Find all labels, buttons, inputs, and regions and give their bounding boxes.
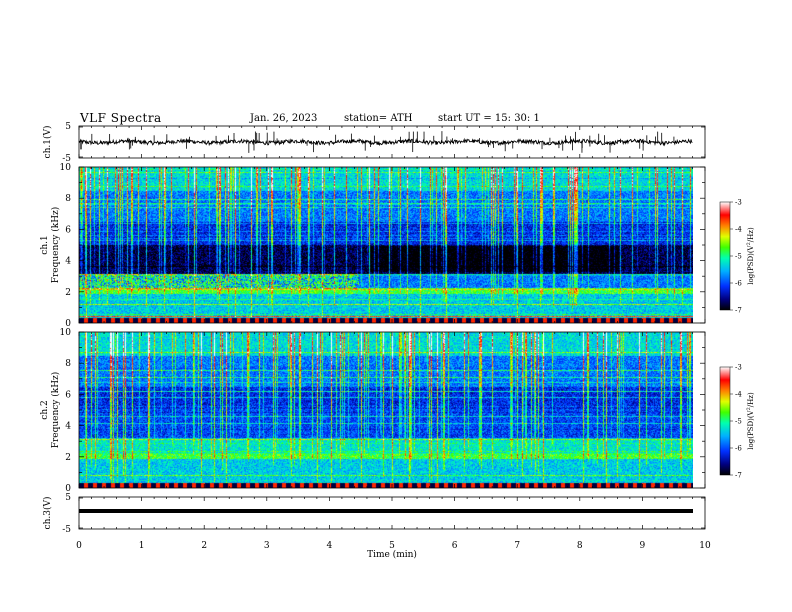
header-station: station= ATH [344,113,413,124]
ch2-colorbar-ticks: -3 -4 -5 -6 -7 [730,364,742,480]
x-tick-label-4: 4 [327,541,333,551]
header-start-time: start UT = 15: 30: 1 [438,113,540,124]
ch1-freq-tick-0: 0 [65,319,71,329]
ch2-freq-tick-4: 4 [65,422,71,432]
ch2-freq-tick-0: 0 [65,484,71,494]
ch1-spectrogram-ylabel-channel: ch.1 [40,235,50,254]
ch2-freq-tick-6: 6 [65,390,71,400]
colorbar-tick--5: -5 [735,253,742,261]
x-tick-label-10: 10 [699,541,711,551]
ch3-volt-tick-top: 5 [65,493,71,503]
x-tick-label-3: 3 [264,541,270,551]
ch1-colorbar-label: log(PSD)(V2/Hz) [746,227,755,285]
ch2-spectrogram-ylabel-channel: ch.2 [40,400,50,419]
colorbar-tick--7: -7 [735,307,742,315]
ch2-spectrogram-image [79,332,693,488]
ch2-spectrogram-ylabel-frequency: Frequency (kHz) [50,372,61,449]
header-date: Jan. 26, 2023 [250,113,318,124]
ch1-waveform-ylabel: ch.1(V) [42,126,53,159]
ch2-freq-tick-10: 10 [60,328,72,338]
colorbar-tick--7: -7 [735,472,742,480]
x-tick-label-5: 5 [389,541,395,551]
chart-title: VLF Spectra [80,111,162,125]
colorbar-tick--3: -3 [735,364,742,372]
ch2-colorbar: -3 -4 -5 -6 -7 log(PSD)(V2/Hz) [719,364,755,480]
ch2-colorbar-label: log(PSD)(V2/Hz) [746,392,755,450]
x-tick-label-9: 9 [640,541,646,551]
axis-ticks [78,126,706,529]
x-tick-label-8: 8 [577,541,583,551]
ch1-freq-tick-2: 2 [65,288,71,298]
ch1-waveform-trace [78,137,693,147]
colorbar-tick--4: -4 [735,226,742,234]
ch1-colorbar-gradient [720,202,730,310]
colorbar-tick--4: -4 [735,391,742,399]
ch1-colorbar-ticks: -3 -4 -5 -6 -7 [730,199,742,315]
ch2-freq-tick-2: 2 [65,453,71,463]
ch3-volt-tick-bottom: -5 [62,525,71,535]
ch3-waveform-ylabel: ch.3(V) [42,497,53,530]
ch1-volt-tick-top: 5 [65,122,71,132]
ch1-freq-tick-10: 10 [60,163,72,173]
ch1-waveform-spikes [80,131,675,153]
ch1-freq-tick-4: 4 [65,257,71,267]
ch1-spectrogram-image [79,167,693,323]
x-axis-label: Time (min) [367,549,417,560]
x-tick-label-0: 0 [76,541,82,551]
ch1-volt-tick-bottom: -5 [62,154,71,164]
colorbar-tick--5: -5 [735,418,742,426]
x-tick-label-1: 1 [139,541,145,551]
ch2-freq-tick-8: 8 [65,359,71,369]
ch1-spectrogram-ylabel-frequency: Frequency (kHz) [50,207,61,284]
ch1-freq-tick-6: 6 [65,225,71,235]
colorbar-tick--6: -6 [735,280,742,288]
colorbar-tick--3: -3 [735,199,742,207]
x-tick-label-2: 2 [201,541,207,551]
ch1-colorbar: -3 -4 -5 -6 -7 log(PSD)(V2/Hz) [719,199,755,315]
x-tick-label-7: 7 [514,541,520,551]
colorbar-tick--6: -6 [735,445,742,453]
x-tick-label-6: 6 [452,541,458,551]
ch2-colorbar-gradient [720,367,730,475]
ch1-freq-tick-8: 8 [65,194,71,204]
